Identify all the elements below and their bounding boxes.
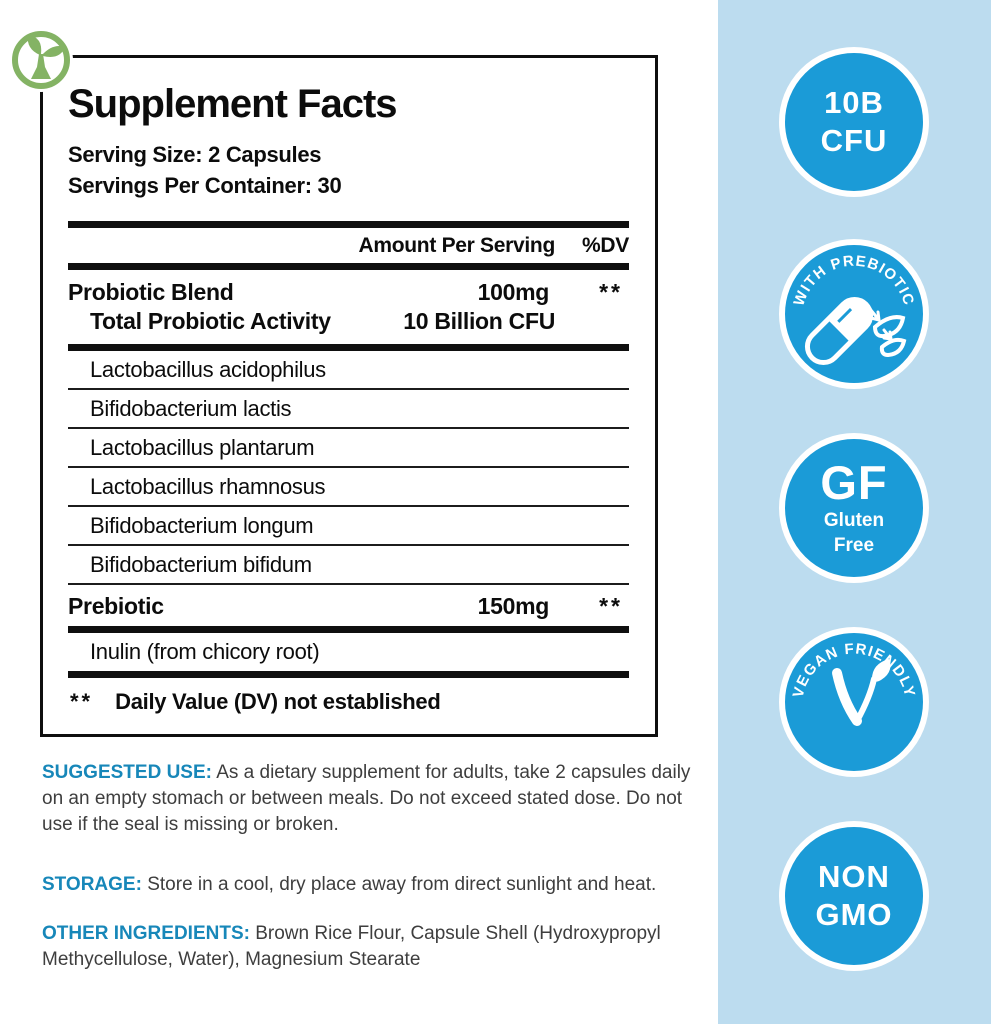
ingredient-row-prebiotic: Prebiotic 150mg **: [68, 585, 629, 626]
ingredient-row-total-activity: Total Probiotic Activity 10 Billion CFU: [90, 308, 555, 334]
col-dv-header: %DV: [582, 234, 629, 257]
ingredient-row-probiotic-blend: Probiotic Blend 100mg **: [68, 270, 629, 307]
footnote-mark: **: [70, 689, 94, 714]
badge-10b-cfu: 10B CFU: [779, 47, 929, 197]
storage-section: STORAGE: Store in a cool, dry place away…: [42, 872, 700, 898]
strain-row: Lactobacillus plantarum: [68, 429, 629, 468]
other-ingredients-section: OTHER INGREDIENTS: Brown Rice Flour, Cap…: [42, 921, 700, 973]
thick-rule: [68, 221, 629, 228]
daily-value-footnote: ** Daily Value (DV) not established: [70, 689, 441, 714]
svg-text:VEGAN FRIENDLY: VEGAN FRIENDLY: [790, 641, 919, 700]
table-header-row: Amount Per Serving %DV: [68, 228, 630, 263]
servings-per-container: Servings Per Container: 30: [68, 173, 342, 198]
thick-rule: [68, 626, 629, 633]
amount-value: 10 Billion CFU: [403, 308, 555, 334]
amount-value: 150mg: [477, 593, 550, 619]
badge-non-gmo: NON GMO: [779, 821, 929, 971]
strain-row: Lactobacillus acidophilus: [68, 351, 629, 390]
col-amount-header: Amount Per Serving: [358, 234, 556, 257]
facts-title: Supplement Facts: [68, 82, 398, 126]
ingredient-row-inulin: Inulin (from chicory root): [90, 639, 320, 664]
suggested-use-section: SUGGESTED USE: As a dietary supplement f…: [42, 760, 700, 838]
thick-rule: [68, 344, 629, 351]
thick-rule: [68, 671, 629, 678]
suggested-use-text: As a dietary supplement for adults, take…: [42, 762, 691, 835]
thick-rule: [68, 263, 629, 270]
badge-panel: 10B CFU WITH PREBIOTIC GF Gluten Free: [718, 0, 991, 1024]
dv-value: **: [599, 279, 623, 305]
strain-row: Bifidobacterium bifidum: [68, 546, 629, 585]
amount-value: 100mg: [477, 279, 550, 305]
strain-row: Bifidobacterium lactis: [68, 390, 629, 429]
vegan-v-leaf-icon: VEGAN FRIENDLY: [790, 641, 919, 726]
capsule-leaves-icon: WITH PREBIOTIC: [790, 252, 916, 366]
badge-vegan-friendly: VEGAN FRIENDLY: [779, 627, 929, 777]
strain-row: Lactobacillus rhamnosus: [68, 468, 629, 507]
suggested-use-label: SUGGESTED USE:: [42, 762, 212, 783]
badge-gluten-free: GF Gluten Free: [779, 433, 929, 583]
storage-text: Store in a cool, dry place away from dir…: [147, 874, 657, 895]
sprout-logo-icon: [9, 28, 73, 92]
serving-size: Serving Size: 2 Capsules: [68, 142, 322, 167]
dv-value: **: [599, 593, 623, 619]
storage-label: STORAGE:: [42, 874, 142, 895]
supplement-facts-panel: Supplement Facts Serving Size: 2 Capsule…: [40, 55, 658, 737]
other-ingredients-label: OTHER INGREDIENTS:: [42, 923, 250, 944]
other-ingredients-text: Brown Rice Flour, Capsule Shell (Hydroxy…: [42, 923, 661, 970]
badge-with-prebiotic: WITH PREBIOTIC: [779, 239, 929, 389]
strain-row: Bifidobacterium longum: [68, 507, 629, 546]
